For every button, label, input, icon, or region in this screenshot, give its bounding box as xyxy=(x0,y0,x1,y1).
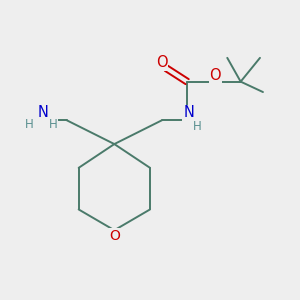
Text: H: H xyxy=(25,118,34,131)
Text: H: H xyxy=(49,118,58,131)
Text: N: N xyxy=(183,105,194,120)
Text: N: N xyxy=(38,105,48,120)
Text: O: O xyxy=(210,68,221,83)
Text: O: O xyxy=(109,229,120,243)
Text: O: O xyxy=(156,56,168,70)
Text: H: H xyxy=(193,120,202,133)
